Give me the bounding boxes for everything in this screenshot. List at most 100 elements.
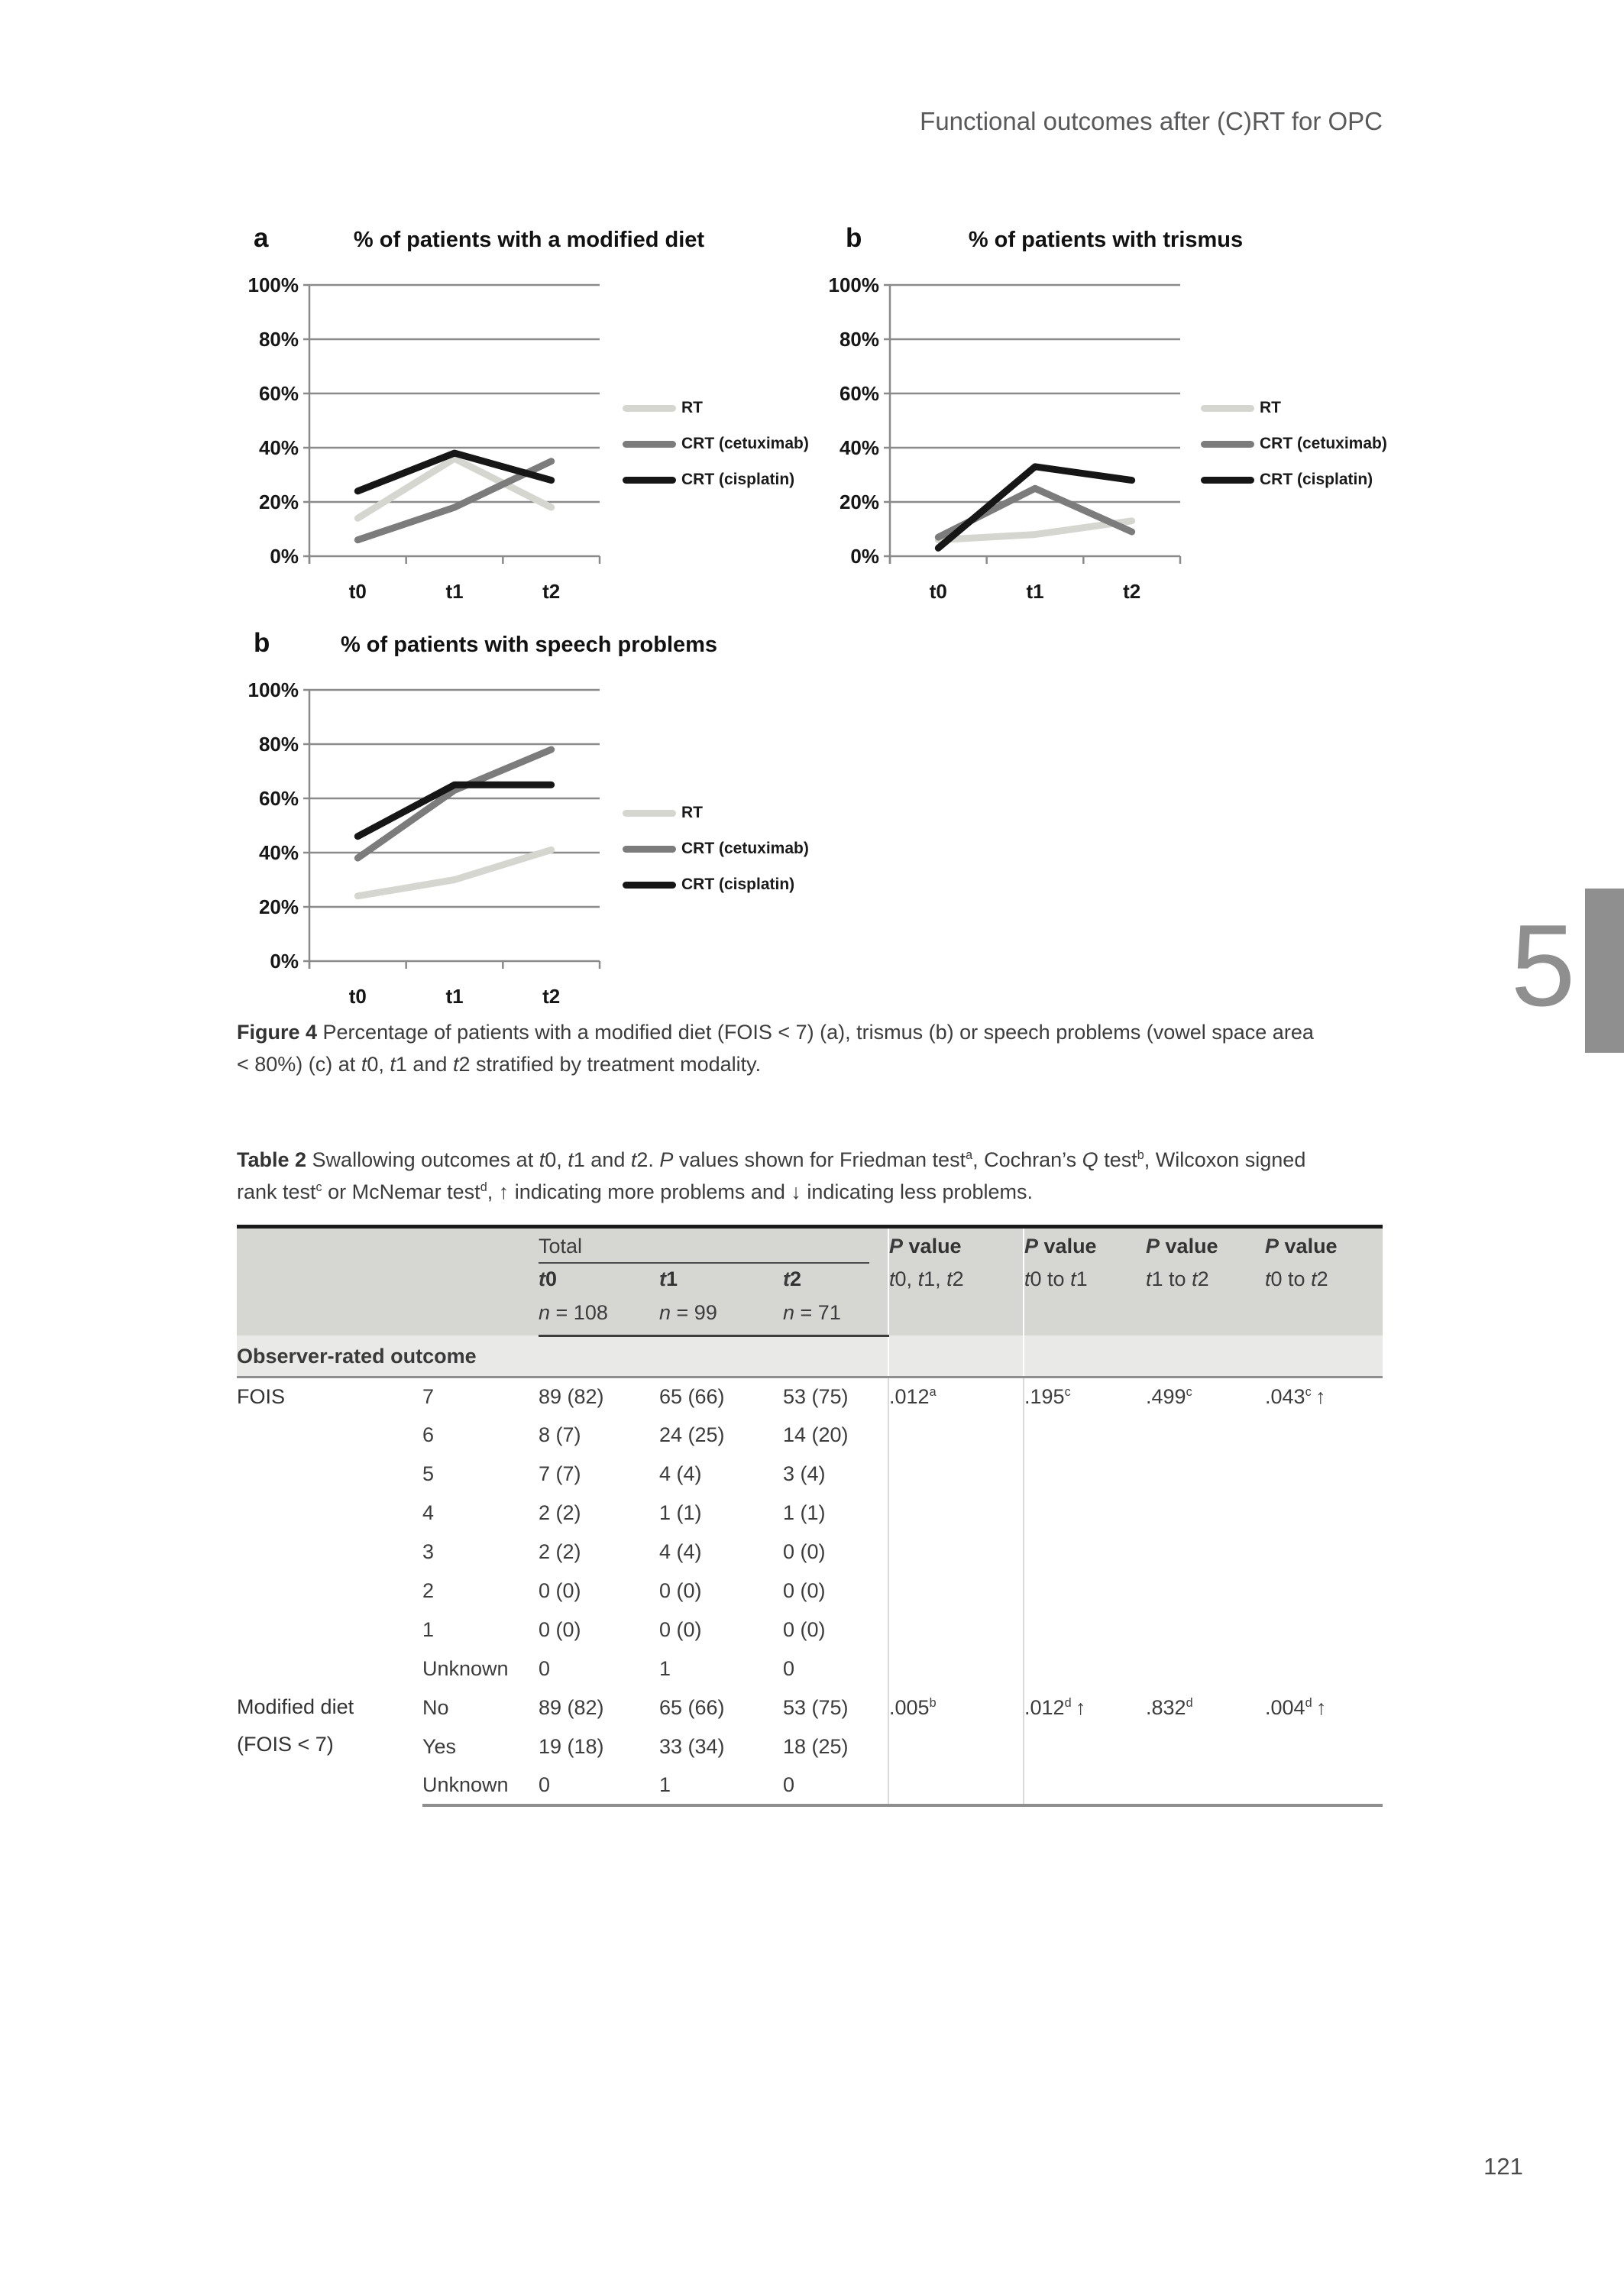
value-cell: 33 (34) [659,1727,783,1766]
footnote-superscript: a [929,1384,937,1399]
p-value-cell [1023,1766,1147,1807]
footnote-superscript: c [1305,1384,1312,1399]
header-p-value-col: P value t0, t1, t2 [888,1226,1024,1335]
sub-category-cell: Unknown [422,1766,539,1807]
text-segment: Figure 4 [237,1021,318,1044]
text-segment: b [1137,1148,1144,1162]
text-segment: , Cochran’s [972,1148,1082,1171]
text-segment: 2 [790,1267,802,1290]
p-value-cell [888,1727,1024,1766]
p-value-cell [888,1416,1024,1455]
legend-line-swatch [623,881,676,889]
header-empty-cell [237,1226,539,1335]
swallowing-outcomes-table: Total P value t0, t1, t2 P value t0 to t1 P v… [237,1225,1383,1807]
p-value-cell: .012a [888,1377,1024,1416]
series-line [354,455,555,522]
p-value-cell [1146,1611,1266,1649]
chart-legend: RT CRT (cetuximab) CRT (cisplatin) [623,399,809,508]
p-value-cell [1146,1533,1266,1572]
p-value-cell: .195c [1023,1377,1147,1416]
legend-line-swatch [623,845,676,853]
y-tick-label: 0% [850,545,879,568]
figure-caption: Figure 4 Percentage of patients with a m… [237,1016,1406,1080]
header-timepoint: t1 [659,1264,783,1297]
legend-line-swatch [623,440,676,448]
text-segment: value [903,1235,962,1258]
text-segment: t [917,1267,924,1290]
text-segment: values shown for Friedman test [673,1148,966,1171]
x-tick-label: t0 [349,985,367,1008]
table-row: Yes 19 (18) 33 (34) 18 (25) [237,1727,1383,1766]
y-tick-label: 60% [259,787,299,810]
header-timepoint: t0 [539,1264,659,1297]
plot-area: 0% 20% 40% 60% 80% 100% t0 t1 t2 [248,671,607,1025]
outcome-label-line: FOIS [237,1384,286,1408]
text-segment: 0 to [1270,1267,1312,1290]
value-cell: 14 (20) [783,1416,889,1455]
text-segment: d [480,1180,487,1194]
x-tick-label: t2 [1123,580,1140,603]
table-row: FOIS 7 89 (82) 65 (66) 53 (75) .012a .195c .499… [237,1377,1383,1688]
footnote-superscript: d [1064,1696,1072,1710]
y-tick-label: 100% [829,274,879,296]
text-segment: a [966,1148,973,1162]
table-caption: Table 2 Swallowing outcomes at t0, t1 an… [237,1144,1406,1208]
direction-arrow-icon: ↑ [1071,1696,1086,1719]
value-cell: 1 [659,1766,783,1807]
text-segment: = 108 [550,1301,608,1324]
text-segment: value [1038,1235,1097,1258]
footnote-superscript: d [1186,1696,1193,1710]
p-value-cell [1023,1455,1147,1494]
value-cell: 0 [783,1766,889,1807]
p-value-cell [1146,1494,1266,1533]
text-segment: P [889,1235,904,1258]
text-segment: Percentage of patients with a modified d… [317,1021,1314,1044]
p-value: .012 [889,1384,930,1408]
text-segment: c [315,1180,322,1194]
running-header: Functional outcomes after (C)RT for OPC [920,107,1383,135]
header-n-count: n = 108 [539,1297,659,1337]
page-number: 121 [1483,2153,1523,2180]
value-cell: 0 (0) [783,1611,889,1649]
plot-area: 0% 20% 40% 60% 80% 100% t0 t1 t2 [248,266,607,620]
series-line [934,517,1136,544]
p-value-cell [1146,1649,1266,1688]
text-segment: or McNemar test [322,1180,480,1203]
p-value-cell [1265,1766,1383,1807]
value-cell: 0 (0) [783,1572,889,1611]
series-line [354,449,555,495]
p-value-cell [888,1766,1024,1807]
text-segment: t [361,1053,367,1076]
chapter-number: 5 [1510,901,1576,1031]
value-cell: 1 (1) [659,1494,783,1533]
chapter-tab [1585,889,1624,1053]
text-segment: 2. [636,1148,660,1171]
legend-line-swatch [1201,440,1254,448]
sub-category-cell: 3 [422,1533,539,1572]
text-segment: test [1098,1148,1137,1171]
p-value-cell [888,1649,1024,1688]
legend-line-swatch [1201,476,1254,484]
legend-label: CRT (cisplatin) [681,471,795,488]
legend-item: CRT (cisplatin) [623,471,809,488]
value-cell: 2 (2) [539,1533,659,1572]
p-value-cell: .005b [888,1688,1024,1727]
p-value-cell [1023,1649,1147,1688]
text-segment: 2 stratified by treatment modality. [458,1053,762,1076]
series-line [354,746,555,862]
sub-category-cell: 2 [422,1572,539,1611]
header-n-count: n = 99 [659,1297,783,1337]
p-value-cell [1265,1455,1383,1494]
value-cell: 24 (25) [659,1416,783,1455]
legend-item: CRT (cisplatin) [1201,471,1387,488]
value-cell: 1 (1) [783,1494,889,1533]
text-segment: 0, [367,1053,390,1076]
p-value-cell: .832d [1146,1688,1266,1727]
line-chart-svg: 0% 20% 40% 60% 80% 100% t0 t1 t2 [829,274,1182,603]
p-value-cell [1265,1611,1383,1649]
legend-label: RT [681,399,703,416]
p-value-cell [1023,1494,1147,1533]
x-tick-label: t0 [930,580,947,603]
chart-title-trismus: % of patients with trismus [968,228,1244,252]
